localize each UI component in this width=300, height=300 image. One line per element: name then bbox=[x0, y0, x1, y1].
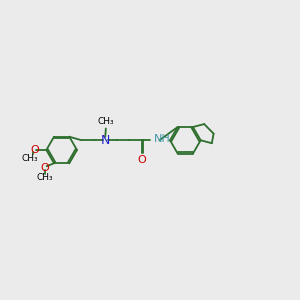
Text: O: O bbox=[41, 163, 50, 173]
Text: O: O bbox=[137, 155, 146, 165]
Text: N: N bbox=[100, 134, 110, 147]
Text: NH: NH bbox=[154, 134, 171, 144]
Text: CH₃: CH₃ bbox=[37, 172, 53, 182]
Text: O: O bbox=[31, 145, 40, 155]
Text: CH₃: CH₃ bbox=[98, 117, 114, 126]
Text: CH₃: CH₃ bbox=[22, 154, 38, 163]
